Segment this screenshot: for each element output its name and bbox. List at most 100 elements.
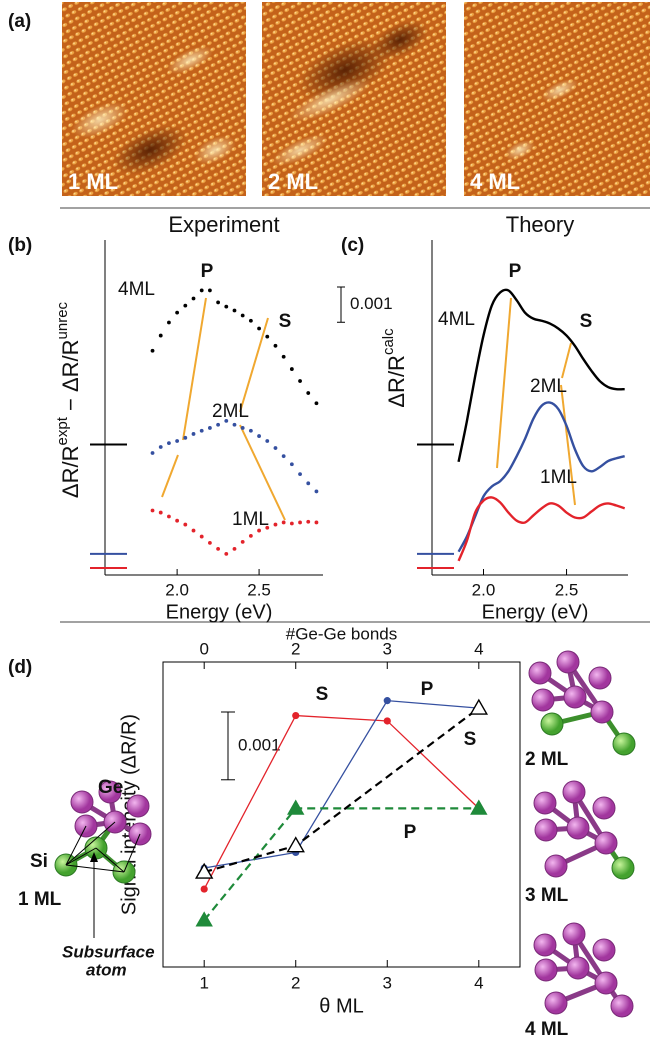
x-tick-label: 2.5 <box>555 580 579 599</box>
marker <box>287 799 305 815</box>
atom <box>544 854 568 878</box>
trend <box>204 699 479 869</box>
series-label: 2ML <box>212 401 249 422</box>
trend-line <box>560 384 576 506</box>
x-axis-label: θ ML <box>319 995 363 1017</box>
x2-tick-label: 3 <box>383 639 392 658</box>
x-tick-label: 4 <box>474 973 483 992</box>
atom <box>562 922 586 946</box>
data-point <box>240 313 245 318</box>
data-point <box>224 304 229 309</box>
data-point <box>265 334 270 339</box>
data-point <box>183 435 188 440</box>
atom <box>566 816 590 840</box>
atom-label: Ge <box>98 777 123 798</box>
panel-label: (a) <box>8 11 31 32</box>
atom <box>70 790 94 814</box>
data-point <box>167 441 171 446</box>
y-label-sup: unrec <box>54 301 71 339</box>
data-point <box>183 303 188 308</box>
x-axis-label: Energy (eV) <box>166 601 273 623</box>
data-point <box>273 522 278 527</box>
marker <box>470 799 488 815</box>
data-point <box>199 288 204 293</box>
atom <box>563 685 587 709</box>
atom <box>590 700 614 724</box>
data-point <box>191 296 196 301</box>
stm-patch <box>72 102 128 138</box>
data-point <box>158 510 163 515</box>
y-label-sup: calc <box>380 328 397 355</box>
atom-label: Si <box>30 851 48 872</box>
y-axis-label: ΔR/Rexpt − ΔR/Runrec <box>54 301 83 498</box>
data-point <box>306 519 311 524</box>
atom <box>528 661 552 685</box>
curve <box>457 496 626 562</box>
data-point <box>150 348 155 353</box>
atom <box>540 712 564 736</box>
annotation: atom <box>86 960 127 979</box>
panel-label: (d) <box>8 657 32 678</box>
marker <box>469 698 489 715</box>
x-tick-label: 2 <box>291 973 300 992</box>
trend-lines <box>161 297 576 521</box>
trend-line <box>496 297 512 469</box>
atom <box>544 991 568 1015</box>
trend-line <box>239 317 269 413</box>
atom <box>588 666 612 690</box>
data-point <box>257 326 261 331</box>
data-point <box>257 528 261 533</box>
structure-label: 4 ML <box>525 1019 569 1040</box>
marker <box>194 862 214 879</box>
frame-line <box>95 847 125 873</box>
atom <box>566 956 590 980</box>
stm-patch <box>288 78 372 122</box>
stm-patch <box>541 78 579 102</box>
data-point <box>232 547 237 551</box>
atom <box>612 732 636 756</box>
structure-label: 1 ML <box>18 889 62 910</box>
data-point <box>298 379 302 383</box>
frame-line <box>65 821 116 866</box>
atom <box>556 650 580 674</box>
panel-label: (b) <box>8 235 32 256</box>
atom <box>533 791 557 815</box>
series-label: P <box>404 822 417 843</box>
annotation: Subsurface <box>62 942 155 961</box>
image-label: 2 ML <box>268 169 318 194</box>
frame-line <box>65 847 97 866</box>
data-point <box>306 481 311 486</box>
series-label: 4ML <box>438 309 475 330</box>
data-point <box>191 528 196 533</box>
data-point <box>224 551 229 556</box>
data-point <box>199 534 204 539</box>
series-label: S <box>316 684 329 705</box>
y-axis-label: ΔR/Rcalc <box>380 328 409 408</box>
trend-line <box>239 424 286 521</box>
atom <box>594 971 618 995</box>
trend <box>203 707 480 874</box>
data-point <box>150 451 155 455</box>
panel-label: (c) <box>341 235 364 256</box>
series-label: 1ML <box>540 467 577 488</box>
stm-patch <box>505 140 535 160</box>
y-label-part: ΔR/R <box>384 355 409 408</box>
data-point <box>289 367 294 371</box>
marker <box>292 711 300 720</box>
atom <box>126 794 150 818</box>
panel-title: Experiment <box>168 212 279 237</box>
data-point <box>289 521 294 526</box>
trend <box>203 807 479 921</box>
stm-images <box>62 2 650 196</box>
marker <box>383 717 391 725</box>
series-label: 4ML <box>118 279 155 300</box>
atom <box>594 831 618 855</box>
x-tick-label: 2.0 <box>165 580 189 599</box>
data-point <box>314 401 319 406</box>
stm-patch <box>194 135 236 165</box>
marker <box>383 697 391 705</box>
marker <box>195 911 213 927</box>
marker <box>286 836 305 853</box>
atom <box>533 933 557 957</box>
